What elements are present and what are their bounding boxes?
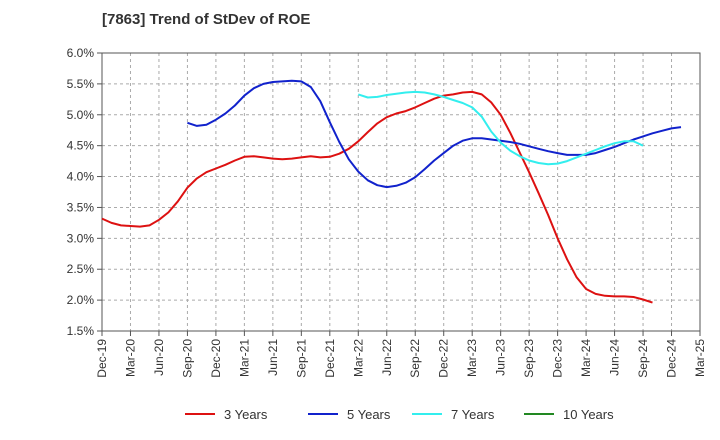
series-line-3-years [101,90,653,304]
plot-frame [101,52,701,332]
x-tick-label: Sep-24 [636,339,650,378]
x-tick-label: Jun-22 [380,339,394,376]
x-tick-label: Jun-23 [494,339,508,376]
x-tick-label: Mar-21 [237,339,251,377]
x-tick-label: Sep-21 [294,339,308,378]
y-tick-label: 5.0% [67,108,95,122]
y-tick-label: 5.5% [67,77,95,91]
x-tick-label: Mar-20 [123,339,137,377]
x-tick-label: Dec-22 [437,339,451,378]
chart-title: [7863] Trend of StDev of ROE [102,11,310,28]
y-tick-label: 1.5% [67,324,95,338]
x-tick-label: Mar-24 [579,339,593,377]
y-tick-label: 3.5% [67,200,95,214]
x-tick-label: Mar-22 [351,339,365,377]
x-tick-label: Jun-24 [608,339,622,376]
y-tick-label: 4.5% [67,139,95,153]
x-tick-label: Dec-20 [209,339,223,378]
series-lines [101,79,682,304]
y-tick-label: 6.0% [67,46,95,60]
y-tick-label: 4.0% [67,170,95,184]
x-tick-label: Dec-21 [323,339,337,378]
x-tick-label: Jun-21 [266,339,280,376]
series-line-5-years [187,79,682,189]
series-line-7-years [357,90,644,166]
x-tick-label: Mar-25 [693,339,707,377]
legend-label: 3 Years [224,407,268,422]
y-tick-label: 2.5% [67,262,95,276]
x-tick-label: Mar-23 [465,339,479,377]
x-tick-label: Sep-20 [180,339,194,378]
x-tick-label: Dec-24 [665,339,679,378]
x-tick-label: Dec-23 [551,339,565,378]
x-tick-label: Jun-20 [152,339,166,376]
x-axis-ticks: Dec-19 Mar-20 Jun-20 Sep-20 Dec-20 Mar-21 Jun-… [95,331,707,378]
x-tick-label: Sep-23 [522,339,536,378]
legend-label: 10 Years [563,407,614,422]
legend-label: 5 Years [347,407,391,422]
x-tick-label: Sep-22 [408,339,422,378]
x-tick-label: Dec-19 [95,339,109,378]
grid-lines [101,52,701,332]
legend-label: 7 Years [451,407,495,422]
legend: 3 Years 5 Years 7 Years 10 Years [185,407,614,422]
y-tick-label: 2.0% [67,293,95,307]
y-tick-label: 3.0% [67,231,95,245]
y-axis-ticks: 1.5% 2.0% 2.5% 3.0% 3.5% 4.0% 4.5% 5.0% 5.5% 6.0% [67,46,102,338]
